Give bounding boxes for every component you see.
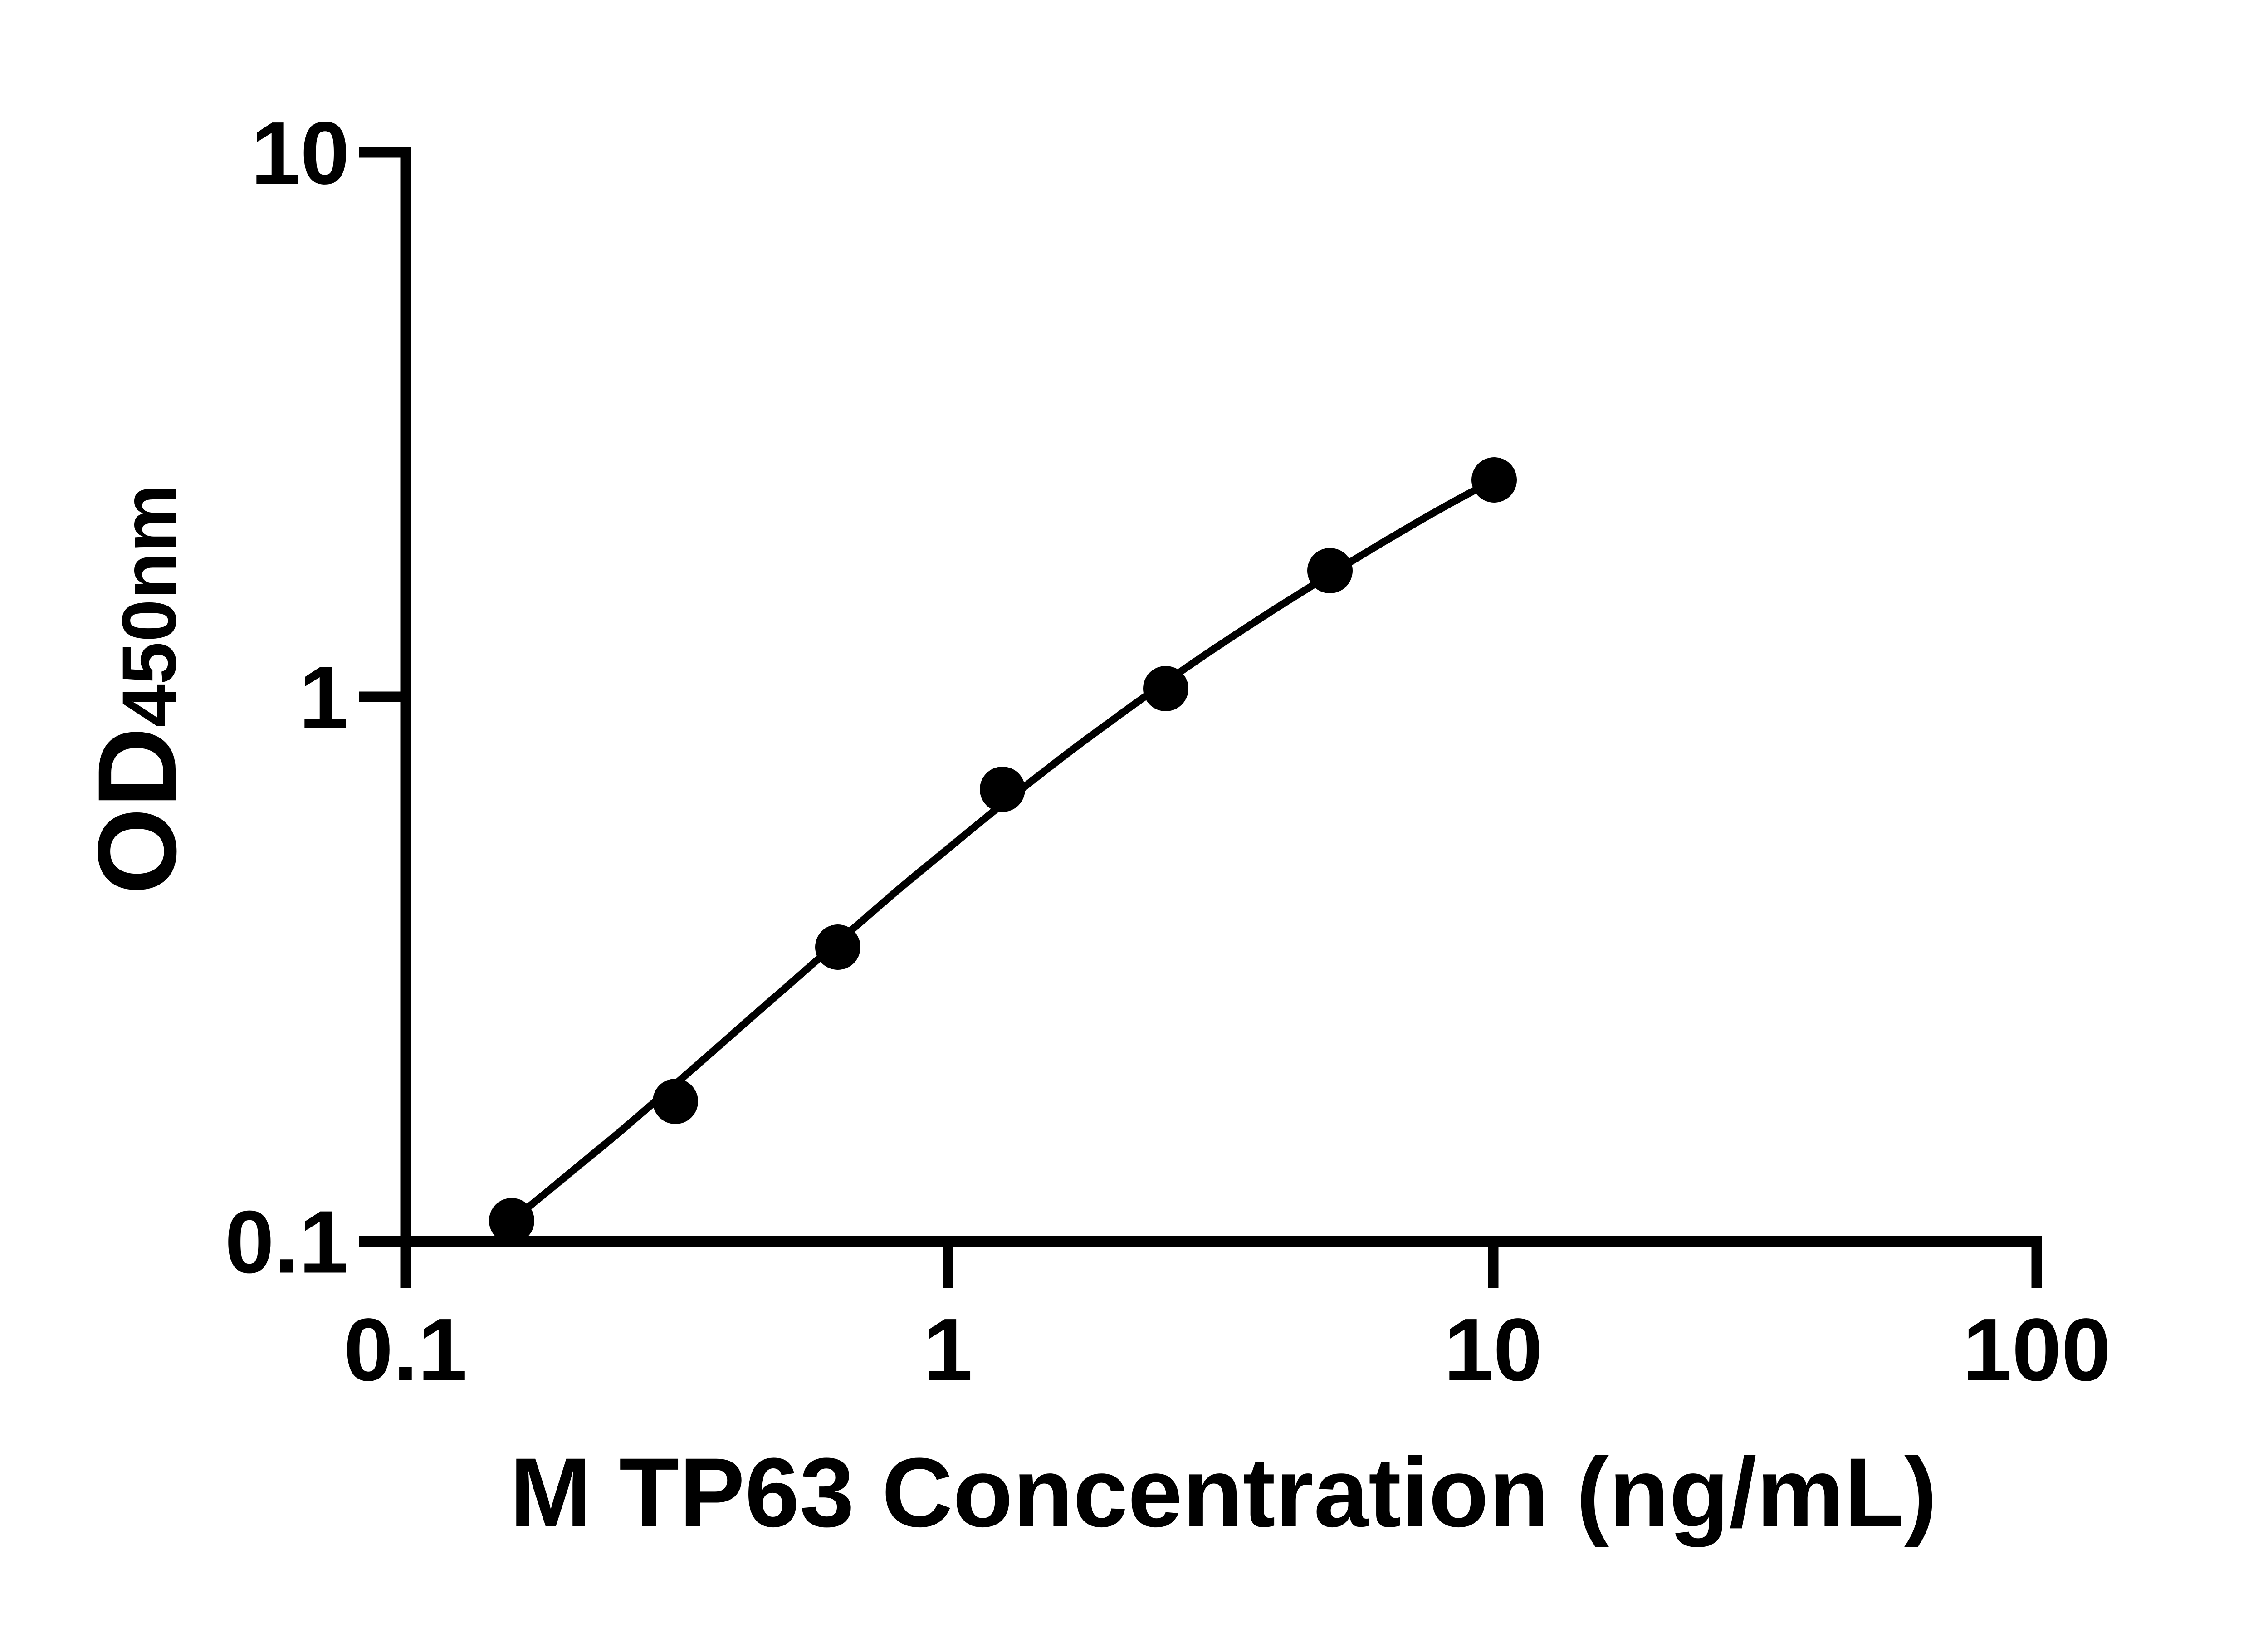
svg-text:10: 10 [1444,1300,1543,1399]
svg-text:10: 10 [251,103,350,203]
svg-text:0.1: 0.1 [344,1300,467,1399]
svg-text:M TP63 Concentration (ng/mL): M TP63 Concentration (ng/mL) [510,1437,1937,1547]
svg-text:1: 1 [923,1300,973,1399]
svg-text:1: 1 [299,648,348,747]
svg-text:100: 100 [1962,1300,2111,1399]
svg-text:0.1: 0.1 [225,1193,348,1292]
